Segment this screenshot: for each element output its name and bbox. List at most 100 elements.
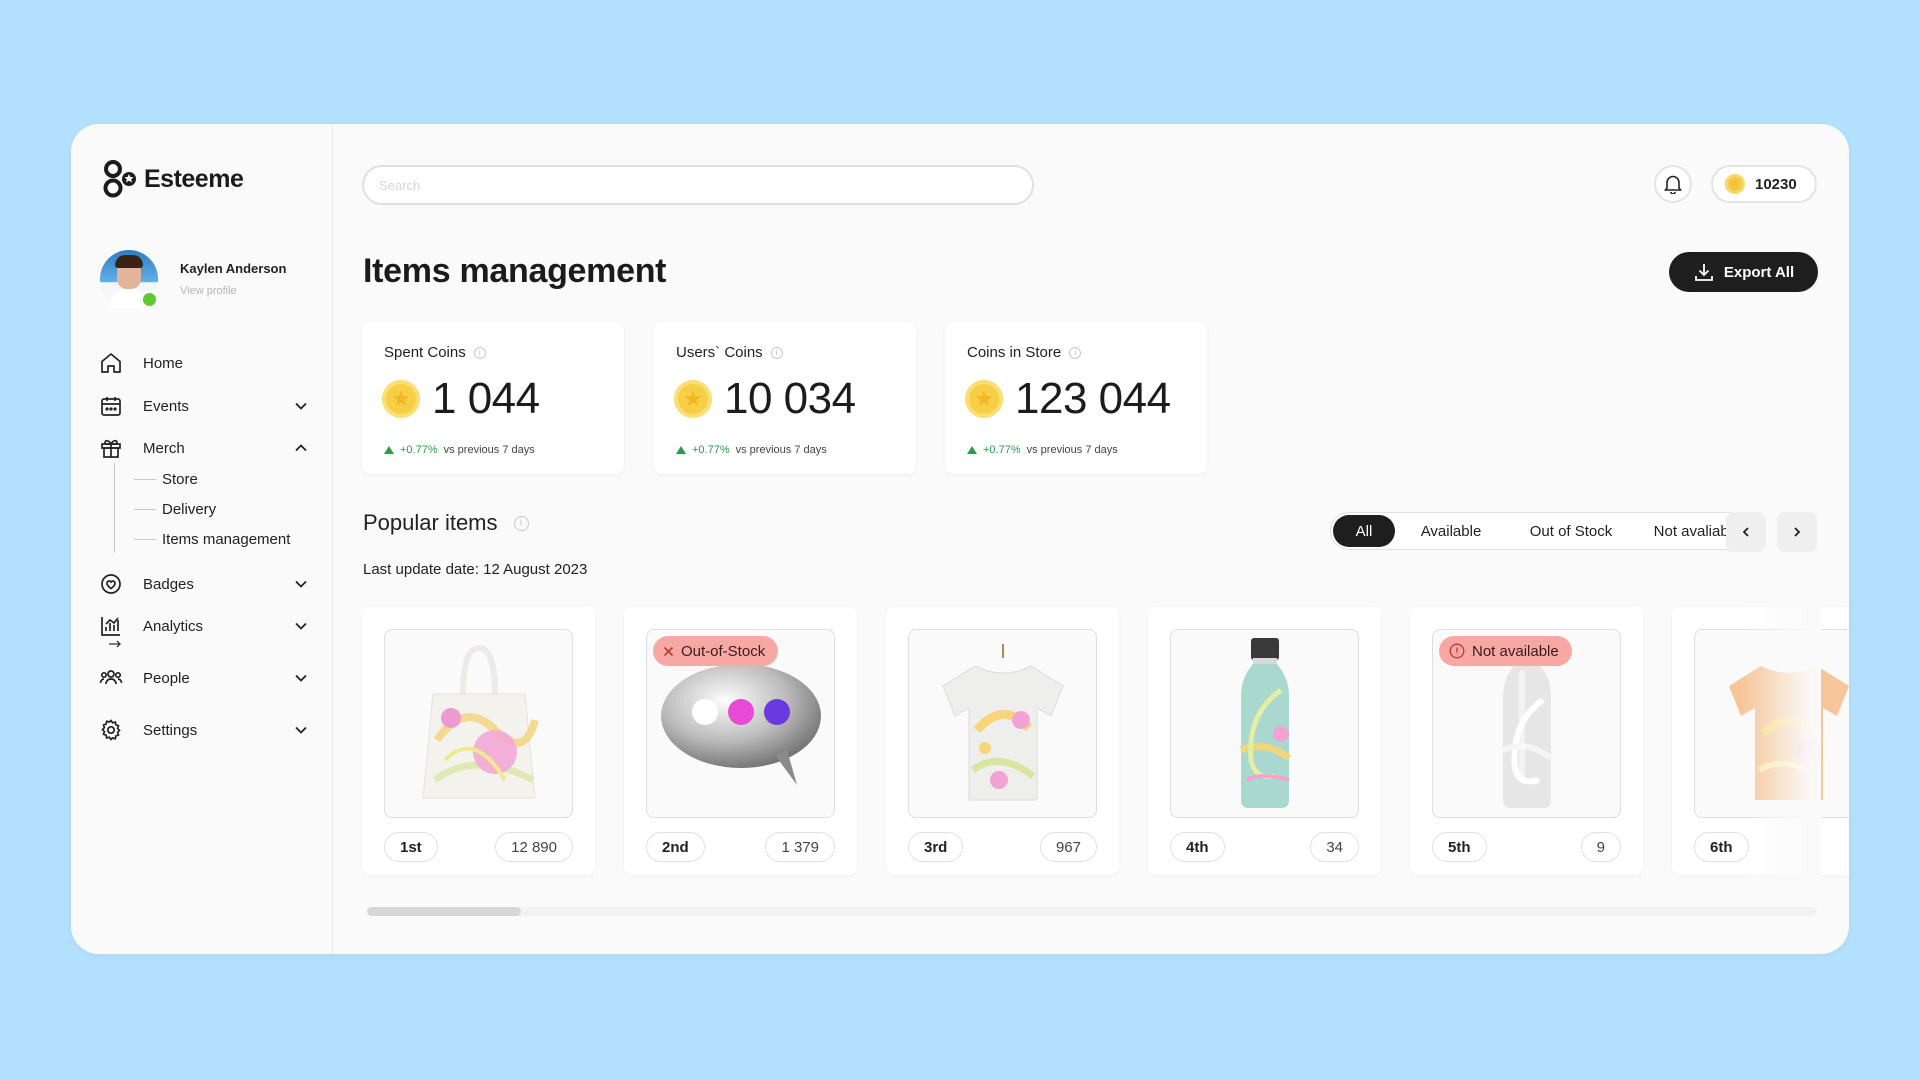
export-all-button[interactable]: Export All bbox=[1669, 252, 1818, 292]
item-card[interactable]: Out-of-Stock 2nd 1 379 bbox=[624, 607, 857, 875]
item-rank: 5th bbox=[1432, 832, 1487, 862]
item-count: 1 379 bbox=[765, 832, 835, 862]
info-icon[interactable]: i bbox=[770, 346, 783, 359]
chat-bubble-image: Out-of-Stock bbox=[646, 629, 835, 818]
section-title-text: Popular items bbox=[363, 510, 498, 535]
filter-available[interactable]: Available bbox=[1420, 522, 1482, 540]
item-card[interactable]: 4th 34 bbox=[1148, 607, 1381, 875]
item-rank: 4th bbox=[1170, 832, 1225, 862]
status-badge-label: Not available bbox=[1472, 642, 1559, 660]
app-window: Esteeme Kaylen Anderson View profile Hom… bbox=[71, 124, 1849, 954]
water-bottle-image bbox=[1170, 629, 1359, 818]
calendar-icon bbox=[98, 393, 124, 419]
sidebar-item-home[interactable]: Home bbox=[98, 347, 308, 379]
trend-up-icon bbox=[384, 446, 394, 454]
item-rank: 3rd bbox=[908, 832, 964, 862]
status-badge: Out-of-Stock bbox=[653, 636, 779, 666]
coin-balance-value: 10230 bbox=[1755, 175, 1797, 193]
info-icon[interactable]: i bbox=[1069, 346, 1082, 359]
stat-delta: +0.77% bbox=[400, 444, 438, 456]
filter-all[interactable]: All bbox=[1333, 515, 1395, 547]
white-bottle-image: Not available bbox=[1432, 629, 1621, 818]
arrow-right-icon bbox=[109, 640, 121, 648]
horizontal-scrollbar[interactable] bbox=[367, 907, 1817, 916]
scrollbar-thumb[interactable] bbox=[367, 907, 521, 916]
sidebar-item-people[interactable]: People bbox=[98, 662, 308, 694]
stat-label: Spent Coins bbox=[384, 344, 466, 361]
gear-icon bbox=[98, 717, 124, 743]
scroll-left-button[interactable] bbox=[1726, 512, 1766, 552]
info-icon[interactable]: i bbox=[473, 346, 486, 359]
coin-icon bbox=[1725, 174, 1745, 194]
orange-t-shirt-image bbox=[1694, 629, 1849, 818]
bell-icon bbox=[1664, 175, 1682, 194]
status-badge: Not available bbox=[1439, 636, 1572, 666]
stat-delta: +0.77% bbox=[983, 444, 1021, 456]
sidebar-item-label: Analytics bbox=[143, 617, 204, 635]
close-icon bbox=[663, 646, 674, 656]
chevron-down-icon[interactable] bbox=[294, 619, 308, 633]
item-card[interactable]: 6th bbox=[1672, 607, 1849, 875]
stat-value: 123 044 bbox=[1015, 374, 1171, 423]
stat-delta: +0.77% bbox=[692, 444, 730, 456]
stat-card-coins-in-store: Coins in Store i 123 044 +0.77% vs previou… bbox=[945, 322, 1207, 474]
view-profile-link[interactable]: View profile bbox=[180, 285, 237, 297]
sidebar-item-label: People bbox=[143, 669, 190, 687]
notifications-button[interactable] bbox=[1654, 165, 1692, 203]
sidebar-item-label: Badges bbox=[143, 575, 194, 593]
info-icon[interactable]: i bbox=[513, 515, 529, 531]
sidebar-item-settings[interactable]: Settings bbox=[98, 714, 308, 746]
logo[interactable]: Esteeme bbox=[102, 160, 244, 198]
t-shirt-image bbox=[908, 629, 1097, 818]
sidebar-item-label: Merch bbox=[143, 439, 185, 457]
page-title: Items management bbox=[363, 252, 667, 290]
search-input[interactable] bbox=[362, 165, 1034, 205]
submenu-item-store[interactable]: Store bbox=[134, 471, 198, 488]
stat-value: 10 034 bbox=[724, 374, 856, 423]
scroll-right-button[interactable] bbox=[1777, 512, 1817, 552]
stat-label: Coins in Store bbox=[967, 344, 1062, 361]
stat-delta-note: vs previous 7 days bbox=[735, 444, 827, 456]
item-card[interactable]: 3rd 967 bbox=[886, 607, 1119, 875]
sidebar-item-badges[interactable]: Badges bbox=[98, 568, 308, 600]
last-update-date: Last update date: 12 August 2023 bbox=[363, 561, 588, 578]
export-all-label: Export All bbox=[1723, 263, 1795, 281]
item-count: 9 bbox=[1580, 832, 1621, 862]
sidebar-item-analytics[interactable]: Analytics bbox=[98, 610, 308, 642]
item-card[interactable]: 1st 12 890 bbox=[362, 607, 595, 875]
chevron-down-icon[interactable] bbox=[294, 399, 308, 413]
coin-icon bbox=[674, 380, 712, 418]
item-rank: 1st bbox=[384, 832, 438, 862]
submenu-item-delivery[interactable]: Delivery bbox=[133, 501, 217, 518]
coin-icon bbox=[382, 380, 420, 418]
item-rank: 2nd bbox=[646, 832, 705, 862]
sidebar-item-label: Events bbox=[143, 397, 189, 415]
filter-not-available[interactable]: Not avaliable bbox=[1653, 522, 1741, 540]
stat-delta-note: vs previous 7 days bbox=[443, 444, 535, 456]
avatar bbox=[100, 250, 159, 309]
app-name: Esteeme bbox=[144, 164, 244, 193]
chevron-down-icon[interactable] bbox=[294, 671, 308, 685]
user-profile[interactable]: Kaylen Anderson View profile bbox=[100, 250, 287, 309]
coin-balance[interactable]: 10230 bbox=[1711, 165, 1817, 203]
filter-out-of-stock[interactable]: Out of Stock bbox=[1529, 522, 1613, 540]
tote-bag-image bbox=[384, 629, 573, 818]
info-circle-icon bbox=[1449, 643, 1465, 659]
download-icon bbox=[1694, 264, 1713, 281]
status-badge-label: Out-of-Stock bbox=[681, 642, 766, 660]
sidebar: Esteeme Kaylen Anderson View profile Hom… bbox=[71, 124, 333, 954]
chevron-down-icon[interactable] bbox=[294, 577, 308, 591]
stat-label: Users` Coins bbox=[676, 344, 763, 361]
people-icon bbox=[98, 665, 124, 691]
submenu-item-items-management[interactable]: Items management bbox=[133, 531, 291, 548]
esteeme-logo-icon bbox=[103, 160, 136, 198]
analytics-icon bbox=[98, 613, 124, 639]
sidebar-item-events[interactable]: Events bbox=[98, 390, 308, 422]
item-card[interactable]: Not available 5th 9 bbox=[1410, 607, 1643, 875]
chevron-up-icon[interactable] bbox=[294, 441, 308, 455]
item-count: 967 bbox=[1039, 832, 1097, 862]
coin-icon bbox=[965, 380, 1003, 418]
profile-name: Kaylen Anderson bbox=[180, 261, 287, 276]
chevron-down-icon[interactable] bbox=[294, 723, 308, 737]
sidebar-item-merch[interactable]: Merch bbox=[98, 432, 308, 464]
